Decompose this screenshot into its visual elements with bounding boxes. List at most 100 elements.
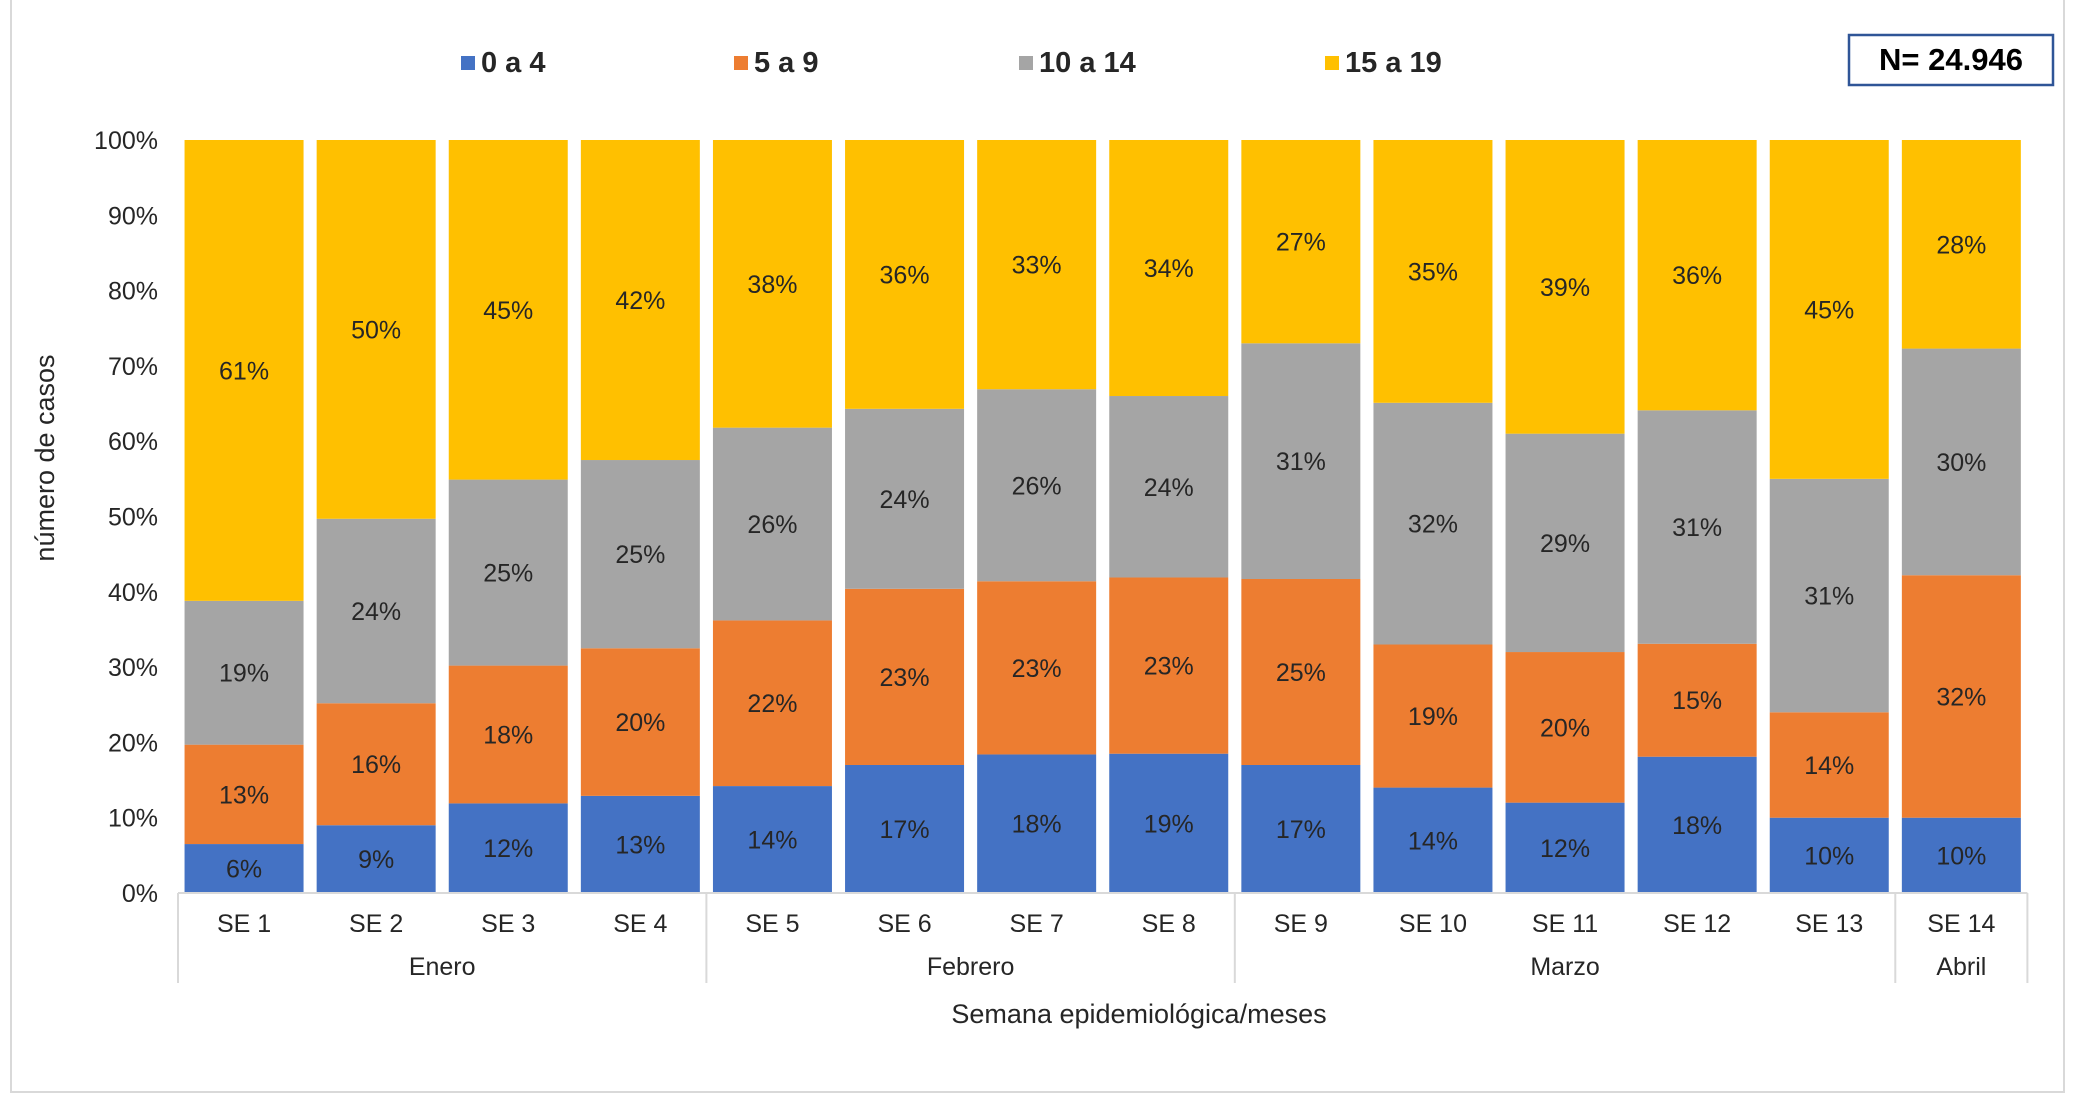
data-label: 6% — [226, 856, 262, 884]
x-tick-label: SE 11 — [1532, 910, 1598, 938]
bar-segment-15-a-19 — [580, 140, 700, 461]
data-label: 19% — [219, 660, 269, 688]
data-label: 38% — [747, 271, 797, 299]
legend-label: 0 a 4 — [481, 47, 546, 79]
data-label: 24% — [1144, 474, 1194, 502]
data-label: 25% — [615, 541, 665, 569]
data-labels: 6% 13% 19% 61% 9% 16% 24% 50% 12% 18% 25% 45% 13% 20%… — [219, 229, 1986, 884]
bar-segment-15-a-19 — [1241, 140, 1361, 344]
bar-segment-0-a-4 — [184, 844, 304, 893]
bar-segment-5-a-9 — [1769, 712, 1889, 818]
bar-segment-5-a-9 — [1109, 577, 1229, 754]
x-tick-label: SE 12 — [1663, 910, 1731, 938]
x-tick-label: SE 4 — [613, 910, 667, 938]
y-tick-label: 30% — [108, 654, 158, 682]
x-tick-label: SE 13 — [1795, 910, 1863, 938]
y-tick-label: 20% — [108, 729, 158, 757]
data-label: 13% — [615, 831, 665, 859]
data-label: 10% — [1804, 842, 1854, 870]
y-tick-label: 40% — [108, 579, 158, 607]
bar-segment-10-a-14 — [845, 408, 965, 589]
x-tick-label: SE 10 — [1399, 910, 1467, 938]
bar-segment-15-a-19 — [316, 140, 436, 519]
bar-segment-0-a-4 — [1109, 753, 1229, 893]
y-tick-label: 100% — [94, 127, 158, 155]
data-label: 26% — [1012, 472, 1062, 500]
data-label: 20% — [1540, 714, 1590, 742]
data-label: 23% — [1144, 653, 1194, 681]
x-tick-label: SE 14 — [1927, 910, 1995, 938]
y-axis: 0% 10% 20% 30% 40% 50% 60% 70% 80% 90% 100% — [94, 127, 158, 908]
bar-segment-5-a-9 — [1637, 643, 1757, 757]
bars — [184, 140, 2021, 893]
n-label: N= 24.946 — [1879, 42, 2023, 77]
bar-segment-5-a-9 — [448, 665, 568, 804]
bar-segment-5-a-9 — [1241, 578, 1361, 765]
bar-segment-0-a-4 — [1901, 817, 2021, 893]
x-group-label: Febrero — [927, 953, 1015, 981]
data-label: 30% — [1936, 449, 1986, 477]
bar-segment-0-a-4 — [1769, 817, 1889, 893]
data-label: 12% — [483, 835, 533, 863]
bar-segment-15-a-19 — [1109, 140, 1229, 397]
bar-segment-0-a-4 — [1241, 764, 1361, 893]
data-label: 10% — [1936, 842, 1986, 870]
x-tick-label: SE 3 — [481, 910, 535, 938]
data-label: 35% — [1408, 258, 1458, 286]
data-label: 61% — [219, 357, 269, 385]
bar-segment-5-a-9 — [1373, 644, 1493, 788]
x-group-label: Marzo — [1530, 953, 1599, 981]
bar-segment-5-a-9 — [316, 703, 436, 826]
bar-segment-15-a-19 — [1637, 140, 1757, 411]
bar-segment-10-a-14 — [184, 600, 304, 745]
y-tick-label: 60% — [108, 428, 158, 456]
bar-segment-15-a-19 — [184, 140, 304, 601]
data-label: 32% — [1936, 683, 1986, 711]
data-label: 23% — [1012, 655, 1062, 683]
legend-label: 5 a 9 — [754, 47, 819, 79]
data-label: 29% — [1540, 530, 1590, 558]
data-label: 12% — [1540, 835, 1590, 863]
data-label: 36% — [1672, 262, 1722, 290]
data-label: 18% — [1012, 811, 1062, 839]
data-label: 45% — [483, 297, 533, 325]
bar-segment-0-a-4 — [580, 795, 700, 893]
data-label: 45% — [1804, 296, 1854, 324]
bar-segment-15-a-19 — [1769, 140, 1889, 479]
bar-segment-5-a-9 — [712, 620, 832, 787]
bar-segment-15-a-19 — [977, 140, 1097, 390]
bar-segment-5-a-9 — [1505, 652, 1625, 803]
data-label: 31% — [1276, 448, 1326, 476]
legend-swatch — [1019, 56, 1033, 70]
bar-segment-5-a-9 — [1901, 575, 2021, 818]
bar-segment-10-a-14 — [712, 427, 832, 621]
x-tick-label: SE 5 — [745, 910, 799, 938]
bar-segment-5-a-9 — [184, 744, 304, 845]
x-group-label: Abril — [1936, 953, 1986, 981]
bar-segment-0-a-4 — [977, 754, 1097, 893]
data-label: 14% — [1804, 752, 1854, 780]
y-tick-label: 70% — [108, 353, 158, 381]
data-label: 42% — [615, 287, 665, 315]
data-label: 31% — [1804, 583, 1854, 611]
bar-segment-10-a-14 — [448, 479, 568, 666]
data-label: 28% — [1936, 231, 1986, 259]
data-label: 24% — [351, 598, 401, 626]
x-tick-label: SE 1 — [217, 910, 271, 938]
bar-segment-10-a-14 — [1637, 410, 1757, 644]
bar-segment-0-a-4 — [1505, 802, 1625, 893]
bar-segment-10-a-14 — [977, 389, 1097, 582]
x-tick-label: SE 6 — [877, 910, 931, 938]
bar-segment-5-a-9 — [580, 648, 700, 796]
bar-segment-0-a-4 — [448, 803, 568, 893]
data-label: 17% — [880, 816, 930, 844]
data-label: 20% — [615, 709, 665, 737]
legend-label: 10 a 14 — [1039, 47, 1136, 79]
bar-segment-10-a-14 — [316, 518, 436, 704]
bar-segment-15-a-19 — [845, 140, 965, 409]
data-label: 39% — [1540, 274, 1590, 302]
y-tick-label: 0% — [122, 880, 158, 908]
data-label: 25% — [1276, 659, 1326, 687]
bar-segment-15-a-19 — [1505, 140, 1625, 434]
